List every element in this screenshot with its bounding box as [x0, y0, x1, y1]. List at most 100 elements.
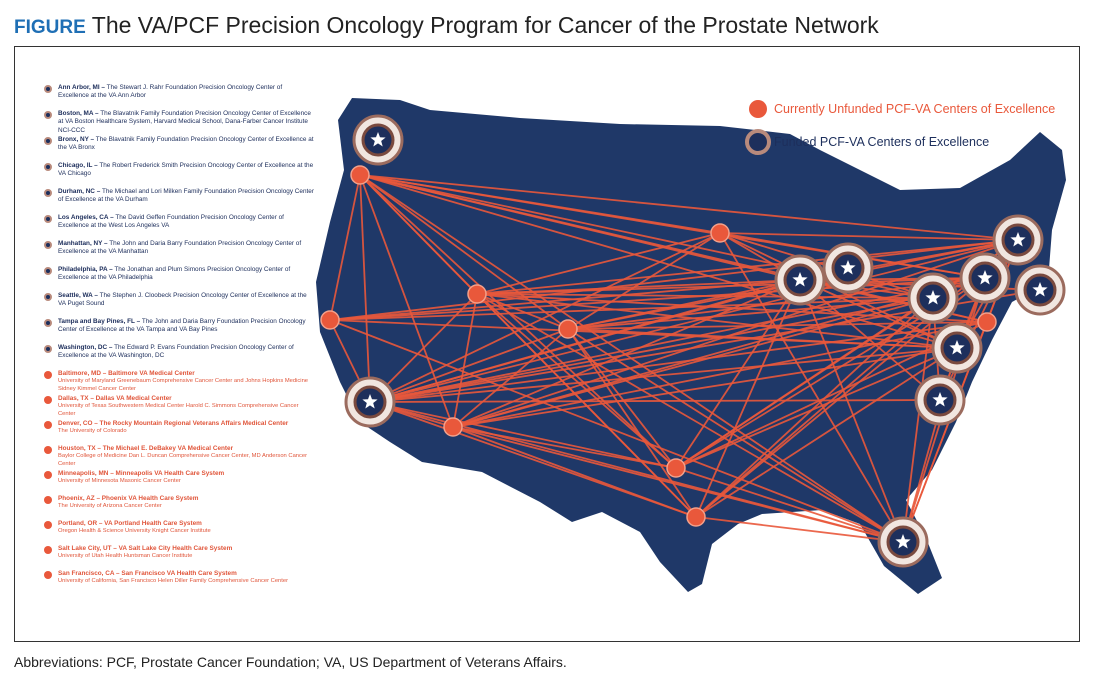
connection	[452, 297, 934, 428]
connection	[369, 401, 677, 469]
center-heading: Seattle, WA –	[58, 292, 98, 299]
center-affiliation: The University of Arizona Cancer Center	[58, 503, 162, 510]
center-text: The Stewart J. Rahr Foundation Precision…	[58, 84, 283, 100]
connection	[567, 328, 697, 518]
center-list: Ann Arbor, MI – The Stewart J. Rahr Foun…	[44, 84, 314, 595]
funded-entry: Chicago, IL – The Robert Frederick Smith…	[44, 162, 314, 188]
connection	[369, 267, 849, 403]
funded-entry: Bronx, NY – The Blavatnik Family Foundat…	[44, 136, 314, 162]
funded-icon	[44, 267, 52, 275]
unfunded-entry: Houston, TX – The Michael E. DeBakey VA …	[44, 445, 314, 470]
funded-icon	[44, 163, 52, 171]
unfunded-entry: Phoenix, AZ – Phoenix VA Health Care Sys…	[44, 495, 314, 520]
center-text: The Michael and Lori Milken Family Found…	[58, 188, 314, 204]
connection	[567, 328, 677, 469]
center-affiliation: University of Utah Health Huntsman Cance…	[58, 553, 193, 560]
connection	[452, 239, 1019, 428]
nodes	[320, 114, 1066, 568]
funded-entry: Ann Arbor, MI – The Stewart J. Rahr Foun…	[44, 84, 314, 110]
funded-entry: Tampa and Bay Pines, FL – The John and D…	[44, 318, 314, 344]
center-heading: Minneapolis, MN – Minneapolis VA Health …	[58, 470, 225, 477]
connection	[359, 174, 1019, 241]
connection	[369, 347, 958, 403]
connection	[359, 174, 371, 403]
unfunded-icon	[44, 371, 52, 379]
connection	[329, 297, 934, 321]
center-heading: Boston, MA –	[58, 110, 99, 117]
funded-icon	[44, 85, 52, 93]
center-heading: Tampa and Bay Pines, FL –	[58, 318, 141, 325]
connection	[476, 277, 986, 295]
funded-icon	[44, 137, 52, 145]
connection	[799, 279, 904, 543]
funded-star	[362, 394, 378, 409]
figure-frame	[14, 46, 1080, 642]
funded-entry: Durham, NC – The Michael and Lori Milken…	[44, 188, 314, 214]
unfunded-entry: San Francisco, CA – San Francisco VA Hea…	[44, 570, 314, 595]
connection	[329, 174, 361, 321]
connection	[452, 426, 904, 543]
center-heading: Chicago, IL –	[58, 162, 98, 169]
funded-icon	[44, 241, 52, 249]
connection	[675, 347, 958, 469]
connection	[359, 174, 958, 349]
connection	[359, 174, 904, 543]
unfunded-icon	[44, 446, 52, 454]
connection	[695, 297, 934, 518]
unfunded-icon	[44, 471, 52, 479]
connection	[476, 293, 904, 543]
funded-star	[895, 534, 911, 549]
legend-dot	[749, 100, 767, 118]
unfunded-node	[467, 284, 487, 304]
unfunded-icon	[44, 421, 52, 429]
connection	[359, 174, 988, 323]
funded-entry: Seattle, WA – The Stephen J. Cloobeck Pr…	[44, 292, 314, 318]
center-heading: Washington, DC –	[58, 344, 113, 351]
center-text: The Blavatnik Family Foundation Precisio…	[58, 136, 314, 152]
funded-star	[932, 392, 948, 407]
unfunded-entry: Denver, CO – The Rocky Mountain Regional…	[44, 420, 314, 445]
funded-star	[840, 260, 856, 275]
connection	[369, 239, 1019, 403]
unfunded-entry: Salt Lake City, UT – VA Salt Lake City H…	[44, 545, 314, 570]
connection	[452, 426, 677, 469]
center-affiliation: Oregon Health & Science University Knigh…	[58, 528, 211, 535]
unfunded-icon	[44, 571, 52, 579]
center-text: The David Geffen Foundation Precision On…	[58, 214, 284, 230]
center-heading: Bronx, NY –	[58, 136, 95, 143]
funded-entry: Washington, DC – The Edward P. Evans Fou…	[44, 344, 314, 370]
connection	[369, 232, 721, 403]
funded-star	[792, 272, 808, 287]
unfunded-icon	[44, 396, 52, 404]
legend-unfunded: Currently Unfunded PCF-VA Centers of Exc…	[774, 102, 1055, 116]
legend-funded: Funded PCF-VA Centers of Excellence	[774, 135, 989, 149]
center-text: The Robert Frederick Smith Precision Onc…	[58, 162, 314, 178]
center-affiliation: The University of Colorado	[58, 428, 127, 435]
connection	[567, 232, 721, 330]
funded-entry: Boston, MA – The Blavatnik Family Founda…	[44, 110, 314, 136]
center-heading: Denver, CO – The Rocky Mountain Regional…	[58, 420, 289, 427]
unfunded-entry: Portland, OR – VA Portland Health Care S…	[44, 520, 314, 545]
connection	[452, 347, 958, 428]
connection	[369, 399, 941, 403]
funded-entry: Philadelphia, PA – The Jonathan and Plum…	[44, 266, 314, 292]
figure-title: The VA/PCF Precision Oncology Program fo…	[91, 12, 879, 38]
center-heading: Manhattan, NY –	[58, 240, 108, 247]
funded-star	[1010, 232, 1026, 247]
funded-icon	[44, 111, 52, 119]
unfunded-icon	[44, 521, 52, 529]
center-heading: Phoenix, AZ – Phoenix VA Health Care Sys…	[58, 495, 199, 502]
center-affiliation: University of Minnesota Masonic Cancer C…	[58, 478, 181, 485]
connection	[452, 328, 569, 428]
us-map	[316, 98, 1066, 594]
connection	[567, 297, 934, 330]
connection	[476, 293, 958, 349]
unfunded-entry: Baltimore, MD – Baltimore VA Medical Cen…	[44, 370, 314, 395]
unfunded-node	[558, 319, 578, 339]
connection	[359, 174, 721, 234]
connection	[452, 426, 697, 518]
center-text: The Blavatnik Family Foundation Precisio…	[58, 110, 311, 134]
funded-entry: Manhattan, NY – The John and Daria Barry…	[44, 240, 314, 266]
connection	[329, 239, 1019, 321]
